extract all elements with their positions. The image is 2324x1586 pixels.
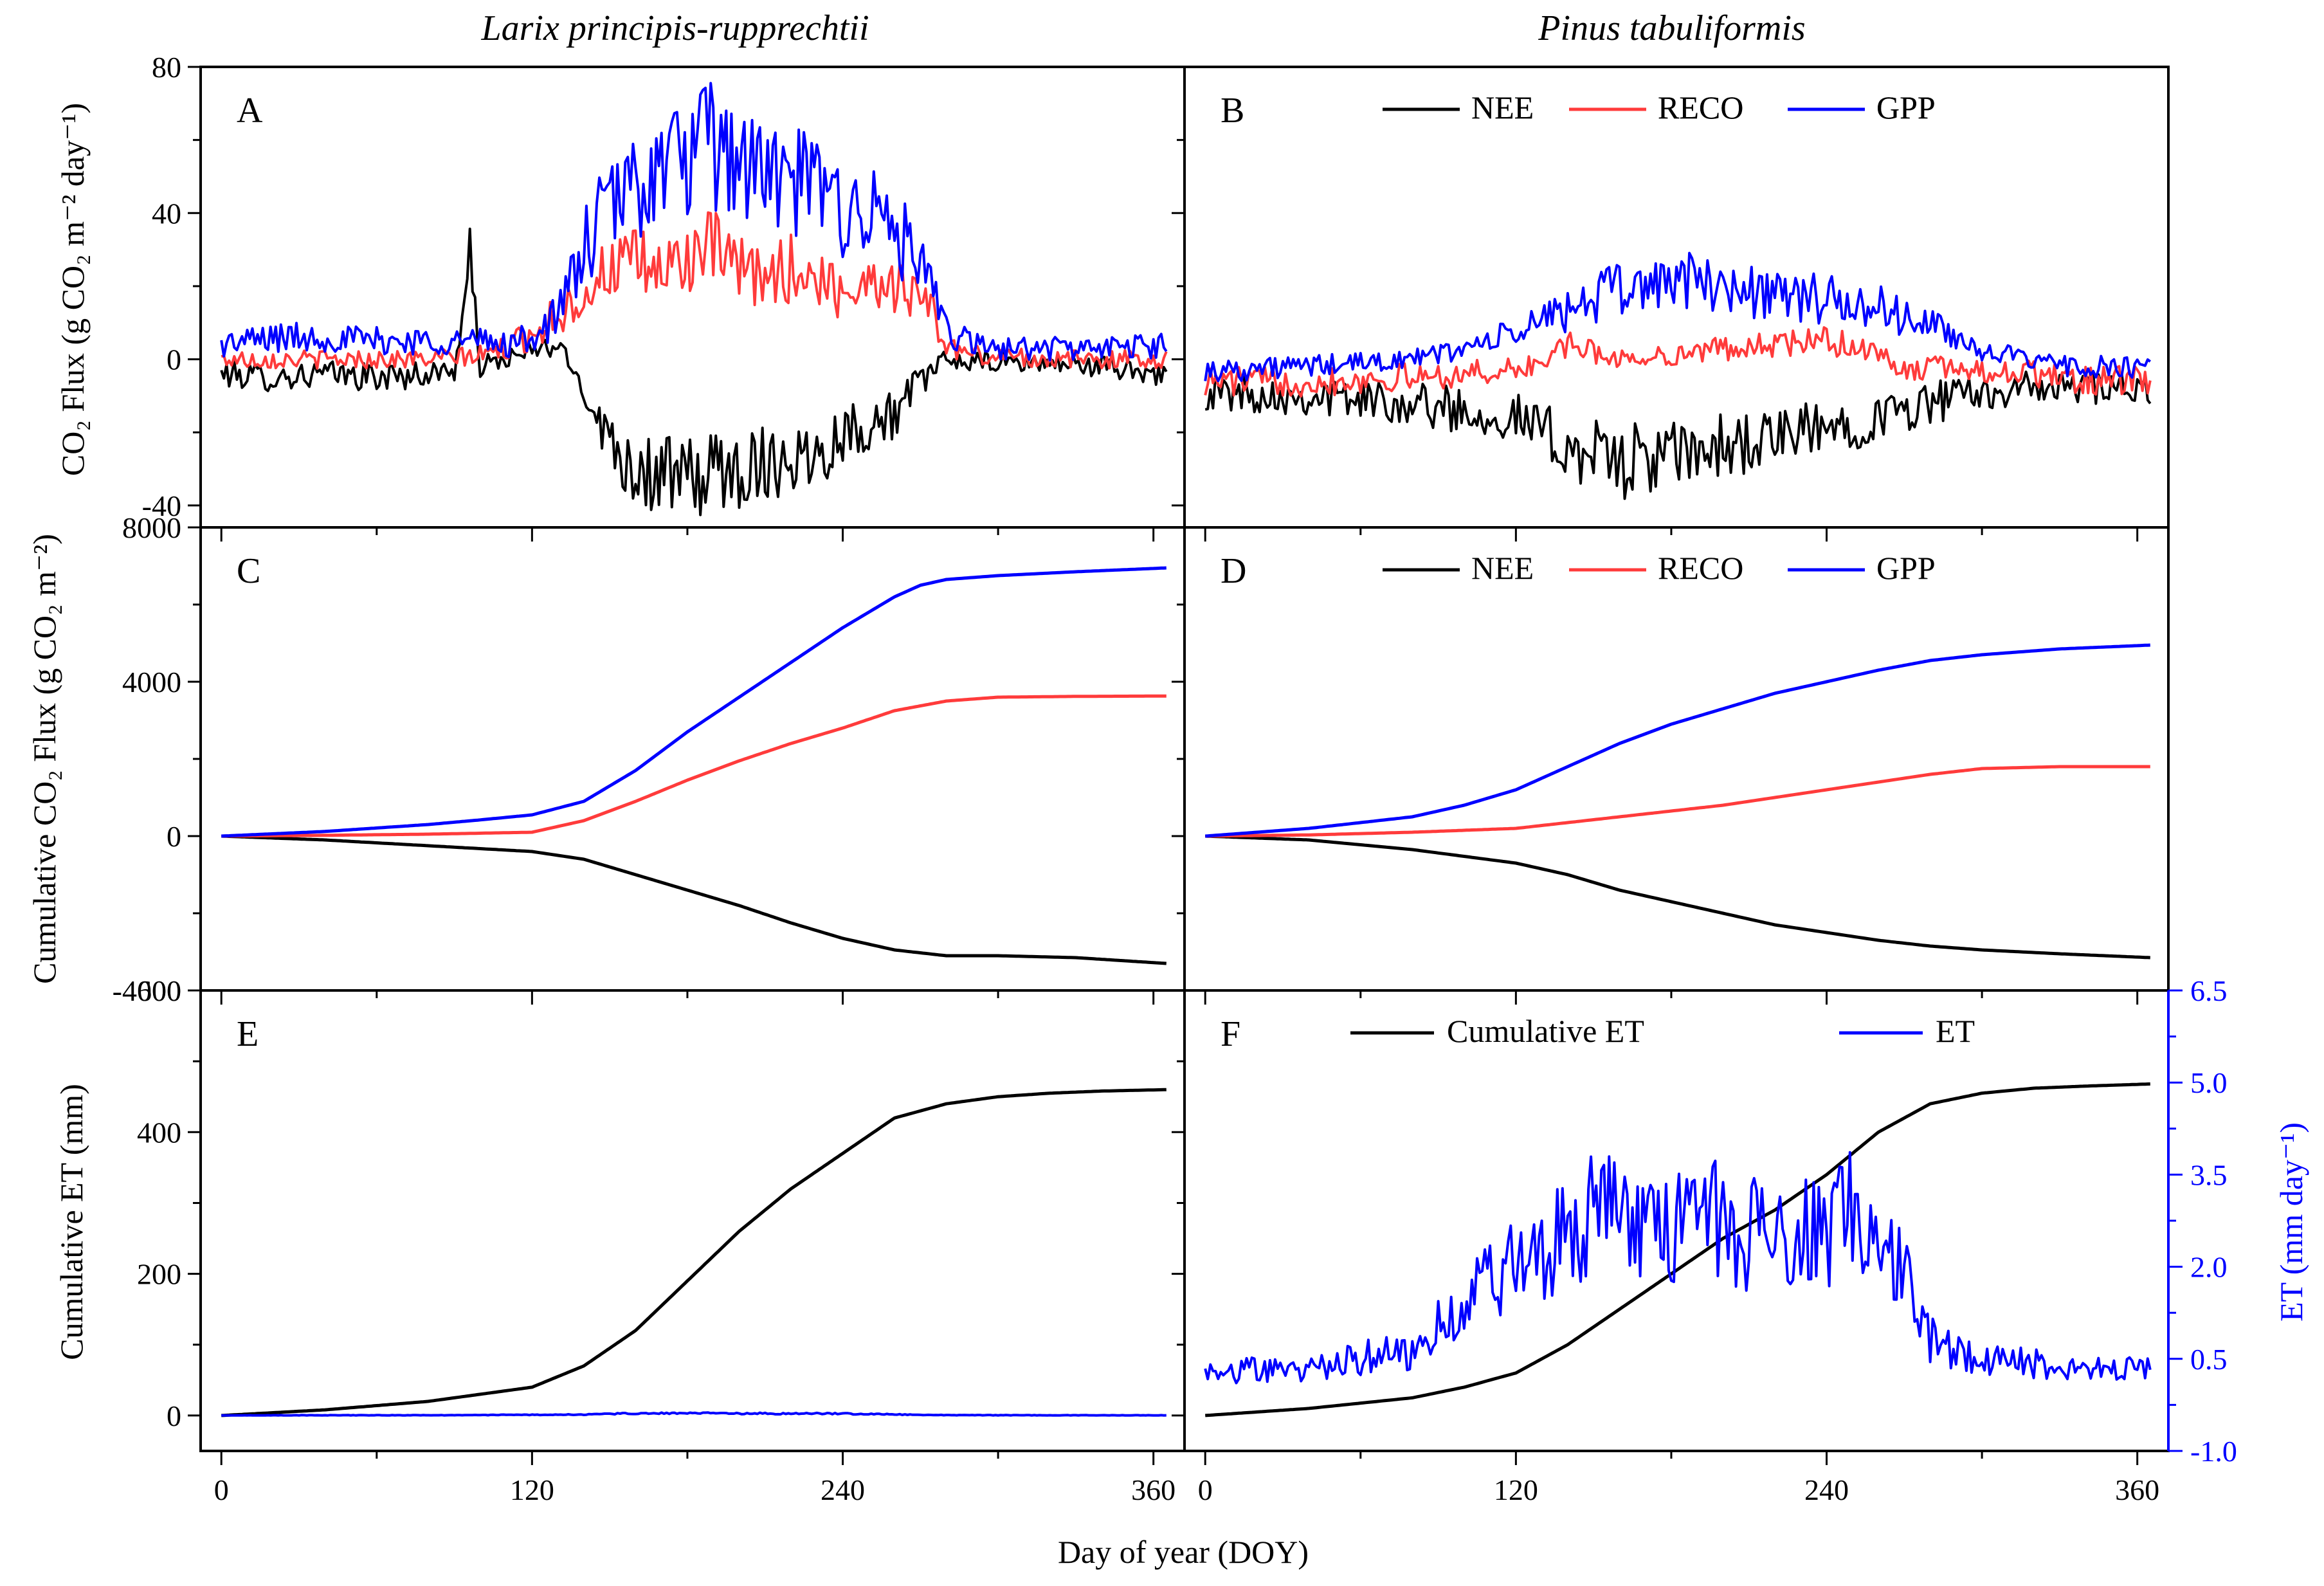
- panel-label: A: [237, 91, 263, 131]
- series-line-gpp: [220, 82, 1168, 362]
- y-tick-label: 4000: [122, 666, 181, 698]
- panel-frame: [1183, 526, 2170, 992]
- series-line-reco: [221, 694, 1167, 838]
- series-line-reco: [1204, 326, 2152, 398]
- series-line-et: [221, 1411, 1167, 1417]
- ylabel-top: CO₂ Flux (g CO₂ m⁻² day⁻¹): [55, 103, 91, 476]
- x-tick-label: 360: [1131, 1473, 1176, 1506]
- ylabel-right: ET (mm day⁻¹): [2273, 1122, 2309, 1322]
- legend-label: ET: [1936, 1013, 1975, 1049]
- title-right: Pinus tabuliformis: [1538, 8, 1805, 48]
- series-line-nee: [1204, 370, 2152, 500]
- legend-label: GPP: [1876, 89, 1936, 125]
- legend-label: RECO: [1658, 550, 1743, 586]
- x-tick-label: 240: [1804, 1473, 1849, 1506]
- series-group: [1204, 1082, 2152, 1417]
- x-tick-label: 120: [510, 1473, 554, 1506]
- y-tick-label: -4000: [113, 974, 181, 1007]
- x-tick-label: 240: [821, 1473, 865, 1506]
- series-line-gpp: [221, 566, 1167, 838]
- x-tick-label: 0: [214, 1473, 229, 1506]
- ylabel-middle: Cumulative CO₂ Flux (g CO₂ m⁻²): [26, 534, 62, 984]
- y2-tick-label: 2.0: [2190, 1251, 2228, 1284]
- y-tick-label: 0: [167, 343, 181, 376]
- series-group: [221, 566, 1167, 965]
- y2-tick-label: 0.5: [2190, 1343, 2228, 1376]
- y2-tick-label: -1.0: [2190, 1435, 2237, 1468]
- xlabel: Day of year (DOY): [1058, 1534, 1309, 1570]
- legend-label: RECO: [1658, 89, 1743, 125]
- legend-label: NEE: [1471, 89, 1534, 125]
- legend-label: NEE: [1471, 550, 1534, 586]
- series-line-nee: [220, 227, 1168, 516]
- panel-label: E: [237, 1014, 259, 1054]
- panel-frame: [199, 989, 1186, 1452]
- y-tick-label: -40: [142, 489, 181, 522]
- series-line-nee: [221, 834, 1167, 965]
- series-line-et: [1204, 1151, 2152, 1385]
- y-tick-label: 0: [167, 820, 181, 853]
- series-line-reco: [1205, 765, 2150, 838]
- series-line-cumulative-et: [221, 1088, 1167, 1417]
- legend-label: GPP: [1876, 89, 1936, 125]
- legend-label: RECO: [1658, 89, 1743, 125]
- y-tick-label: 400: [137, 1116, 181, 1149]
- panel-label: C: [237, 551, 260, 591]
- y-tick-label: 600: [137, 974, 181, 1007]
- y2-tick-label: 5.0: [2190, 1066, 2228, 1099]
- y2-tick-label: 3.5: [2190, 1158, 2228, 1191]
- series-line-nee: [1205, 834, 2150, 960]
- x-tick-label: 120: [1494, 1473, 1538, 1506]
- y-tick-label: 80: [152, 51, 181, 84]
- y-tick-label: 40: [152, 197, 181, 230]
- y-tick-label: 8000: [122, 511, 181, 544]
- series-group: [220, 82, 1168, 516]
- panel-label: F: [1221, 1014, 1240, 1054]
- series-line-gpp: [1204, 251, 2151, 383]
- legend-label: GPP: [1876, 550, 1936, 586]
- series-line-cumulative-et: [1205, 1082, 2150, 1417]
- panel-E: 0 200 400 600 0 120 240 360 E: [137, 974, 1186, 1506]
- x-tick-label: 360: [2115, 1473, 2159, 1506]
- ylabel-bottom: Cumulative ET (mm): [53, 1084, 89, 1360]
- series-group: [1204, 251, 2152, 500]
- panel-A: -40 0 40 80 A NEE RECO GPP: [142, 51, 1936, 542]
- legend-label: NEE: [1471, 89, 1534, 125]
- y-tick-label: 0: [167, 1399, 181, 1432]
- series-group: [1205, 643, 2150, 960]
- panel-B: B NEE RECO GPP: [1172, 66, 2170, 542]
- y2-tick-label: 6.5: [2190, 974, 2228, 1007]
- panel-C: -4000 0 4000 8000 C: [113, 511, 1186, 1007]
- panel-frame: [199, 526, 1186, 992]
- series-line-reco: [221, 211, 1168, 370]
- panel-label: B: [1221, 91, 1244, 131]
- series-group: [221, 1088, 1167, 1417]
- x-tick-label: 0: [1198, 1473, 1213, 1506]
- y-tick-label: 200: [137, 1258, 181, 1291]
- panel-D: D NEE RECO GPP: [1172, 526, 2170, 1005]
- panel-label: D: [1221, 551, 1246, 591]
- panel-F: 0 120 240 360 -1.0 0.5 2.0 3.5 5.0 6.5 F Cumulative…: [1172, 974, 2237, 1506]
- legend-label: Cumulative ET: [1447, 1013, 1644, 1049]
- series-line-gpp: [1205, 643, 2150, 838]
- title-left: Larix principis-rupprechtii: [480, 8, 869, 48]
